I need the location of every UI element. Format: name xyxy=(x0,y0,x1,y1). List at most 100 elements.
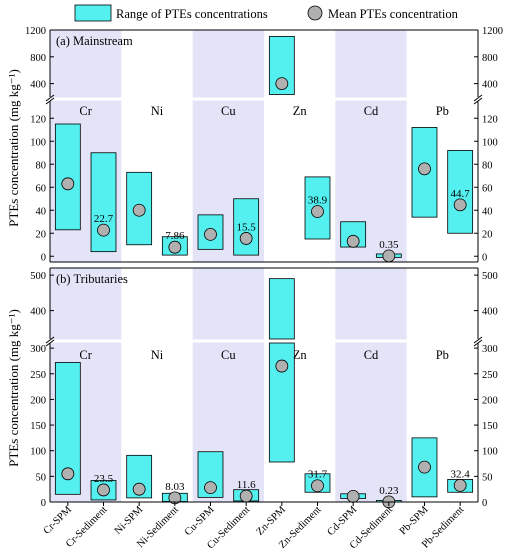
mean-marker-cd-spm xyxy=(346,489,360,503)
tick-label-left: 500 xyxy=(30,271,46,282)
mean-marker-cu-spm xyxy=(204,227,217,241)
y-axis-label: PTEs concentration (mg kg⁻¹) xyxy=(6,69,21,227)
mean-label-ni-sediment: 8.03 xyxy=(165,481,185,493)
tick-label-right: 1200 xyxy=(482,26,503,37)
tick-label-right: 300 xyxy=(482,344,498,355)
element-label-cu: Cu xyxy=(221,348,236,362)
mean-marker-cd-sediment xyxy=(382,249,396,263)
x-tick-label-ni-spm: Ni-SPM xyxy=(113,504,146,537)
x-tick-label-pb-spm: Pb-SPM xyxy=(398,504,431,537)
element-label-pb: Pb xyxy=(436,104,449,118)
element-label-cr: Cr xyxy=(79,348,92,362)
x-tick-label-zn-spm: Zn-SPM xyxy=(255,504,289,538)
mean-marker-cu-sediment xyxy=(239,232,253,245)
tick-label-left: 80 xyxy=(36,160,47,171)
tick-label-left: 250 xyxy=(30,370,46,381)
mean-marker-pb-spm xyxy=(418,460,431,474)
legend-range-swatch xyxy=(74,4,112,22)
legend-range-label: Range of PTEs concentrations xyxy=(116,7,268,21)
range-bar-pb-sediment xyxy=(447,150,474,234)
mean-label-cd-sediment: 0.23 xyxy=(379,485,399,497)
range-bar-zn-spm-upper xyxy=(268,278,295,340)
tick-label-left: 40 xyxy=(36,206,47,217)
axis-break-gap xyxy=(44,339,484,343)
legend: Range of PTEs concentrations Mean PTEs c… xyxy=(74,4,459,22)
tick-label-left: 60 xyxy=(36,183,47,194)
element-label-ni: Ni xyxy=(151,348,164,362)
break-mark xyxy=(473,339,483,347)
panel-label: (a) Mainstream xyxy=(56,34,133,48)
mean-label-cu-sediment: 11.6 xyxy=(237,479,256,491)
y-axis-label: PTEs concentration (mg kg⁻¹) xyxy=(6,309,21,467)
x-tick-label-cd-spm: Cd-SPM xyxy=(326,504,360,538)
break-mark xyxy=(45,94,55,102)
mean-marker-ni-spm xyxy=(132,482,146,496)
mean-marker-cu-spm xyxy=(204,481,217,495)
mean-label-ni-sediment: 7.86 xyxy=(165,230,185,242)
element-label-cu: Cu xyxy=(221,104,236,118)
mean-label-cr-sediment: 23.5 xyxy=(94,473,114,485)
element-label-zn: Zn xyxy=(293,348,308,362)
mean-marker-zn-spm xyxy=(275,359,289,373)
tick-label-left: 400 xyxy=(30,307,46,318)
mean-label-zn-sediment: 31.7 xyxy=(308,469,328,481)
mean-label-zn-sediment: 38.9 xyxy=(308,195,328,207)
tick-label-left: 1200 xyxy=(25,26,46,37)
mean-label-pb-sediment: 32.4 xyxy=(451,468,471,480)
mean-label-cu-sediment: 15.5 xyxy=(237,221,257,233)
tick-label-right: 40 xyxy=(482,206,493,217)
tick-label-right: 500 xyxy=(482,271,498,282)
shade-band-cd xyxy=(335,268,407,502)
tick-label-right: 400 xyxy=(482,307,498,318)
break-mark xyxy=(45,339,55,347)
tick-label-right: 60 xyxy=(482,183,493,194)
range-bar-cu-sediment xyxy=(233,198,260,256)
tick-label-right: 250 xyxy=(482,370,498,381)
panel-tributaries: Cr Ni Cu Zn Cd Pb 23.5 8.03 11.6 31.7 0.23 32.4 400 4… xyxy=(6,267,498,509)
tick-label-right: 150 xyxy=(482,421,498,432)
mean-marker-ni-sediment xyxy=(168,240,182,254)
tick-label-right: 120 xyxy=(482,114,498,125)
tick-label-left: 100 xyxy=(30,447,46,458)
mean-marker-zn-sediment xyxy=(311,479,324,493)
element-label-ni: Ni xyxy=(151,104,164,118)
mean-marker-pb-sediment xyxy=(453,478,467,492)
tick-label-left: 0 xyxy=(41,498,46,509)
tick-label-left: 200 xyxy=(30,395,46,406)
break-mark xyxy=(473,97,483,105)
mean-marker-cu-sediment xyxy=(239,489,253,503)
mean-marker-pb-spm xyxy=(418,162,431,176)
element-label-zn: Zn xyxy=(293,104,308,118)
tick-label-right: 0 xyxy=(482,498,487,509)
element-label-cd: Cd xyxy=(364,348,379,362)
tick-label-right: 100 xyxy=(482,137,498,148)
mean-marker-zn-spm xyxy=(275,77,289,90)
mean-marker-pb-sediment xyxy=(453,198,467,212)
mean-label-cr-sediment: 22.7 xyxy=(94,213,114,225)
tick-label-left: 400 xyxy=(30,80,46,91)
tick-label-right: 400 xyxy=(482,80,498,91)
tick-label-right: 80 xyxy=(482,160,493,171)
break-mark xyxy=(45,97,55,105)
panel-label: (b) Tributaries xyxy=(56,272,128,286)
tick-label-left: 20 xyxy=(36,229,47,240)
x-tick-label-cr-spm: Cr-SPM xyxy=(42,504,75,537)
element-label-pb: Pb xyxy=(436,348,449,362)
tick-label-left: 800 xyxy=(30,53,46,64)
element-label-cd: Cd xyxy=(364,104,379,118)
mean-label-pb-sediment: 44.7 xyxy=(451,188,471,200)
tick-label-right: 50 xyxy=(482,472,493,483)
range-bar-cr-sediment xyxy=(90,152,117,253)
mean-marker-cr-sediment xyxy=(97,223,110,237)
tick-label-right: 800 xyxy=(482,53,498,64)
tick-label-left: 100 xyxy=(30,137,46,148)
mean-marker-cr-sediment xyxy=(97,483,110,497)
tick-label-right: 20 xyxy=(482,229,493,240)
legend-mean-marker xyxy=(307,5,323,21)
mean-marker-cr-spm xyxy=(61,177,75,191)
tick-label-left: 120 xyxy=(30,114,46,125)
tick-label-right: 0 xyxy=(482,252,487,263)
